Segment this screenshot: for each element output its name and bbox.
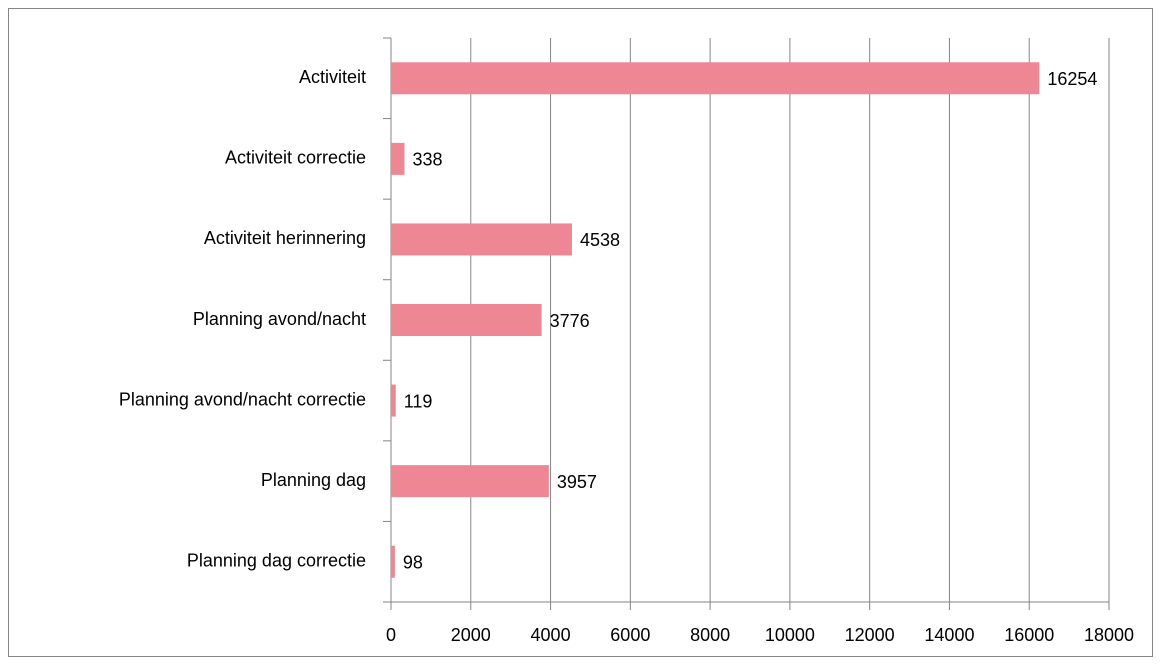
- y-tick-label: Planning dag: [261, 470, 366, 490]
- x-tick-label: 8000: [690, 625, 730, 645]
- bar: [391, 465, 549, 498]
- bar: [391, 304, 542, 336]
- x-tick-label: 12000: [845, 625, 895, 645]
- y-tick-label: Planning avond/nacht correctie: [119, 389, 366, 409]
- x-tick-label: 18000: [1084, 625, 1134, 645]
- bar: [391, 545, 395, 578]
- x-tick-label: 14000: [924, 625, 974, 645]
- bar: [391, 62, 1040, 95]
- y-tick-label: Activiteit: [299, 67, 366, 87]
- x-tick-label: 0: [386, 625, 396, 645]
- data-label: 3776: [550, 311, 590, 331]
- bar: [391, 384, 396, 417]
- chart-border: [8, 8, 1153, 657]
- y-tick-label: Activiteit correctie: [225, 148, 366, 168]
- data-label: 4538: [580, 230, 620, 250]
- data-label: 16254: [1047, 69, 1097, 89]
- y-tick-label: Planning avond/nacht: [193, 309, 366, 329]
- bar: [391, 142, 405, 175]
- y-tick-label: Activiteit herinnering: [204, 228, 366, 248]
- bar: [391, 223, 573, 256]
- y-tick-label: Planning dag correctie: [187, 550, 366, 570]
- data-label: 3957: [557, 472, 597, 492]
- x-tick-label: 4000: [531, 625, 571, 645]
- data-label: 338: [412, 150, 442, 170]
- x-tick-label: 10000: [765, 625, 815, 645]
- x-tick-label: 2000: [451, 625, 491, 645]
- x-tick-label: 16000: [1004, 625, 1054, 645]
- data-label: 98: [403, 552, 423, 572]
- x-tick-label: 6000: [610, 625, 650, 645]
- data-label: 119: [404, 391, 433, 411]
